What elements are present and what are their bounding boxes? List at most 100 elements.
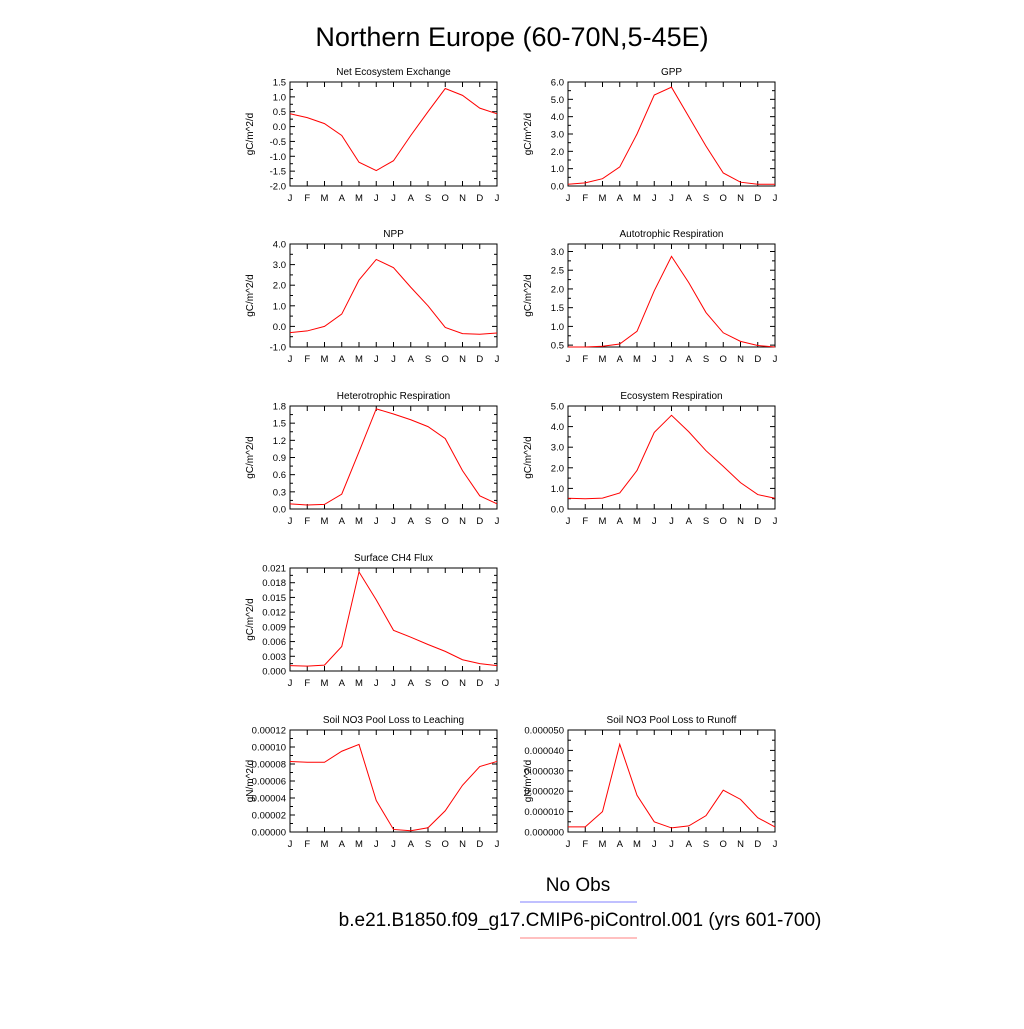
y-tick-label: 0.00000 (252, 828, 286, 839)
panel-title: NPP (383, 229, 404, 240)
x-tick-label: M (321, 678, 329, 689)
y-tick-label: 1.0 (551, 322, 564, 333)
plot-frame (289, 243, 498, 348)
y-tick-label: 1.5 (551, 303, 564, 314)
y-tick-label: 0.012 (262, 608, 286, 619)
x-tick-label: A (408, 839, 415, 850)
x-tick-label: A (686, 193, 693, 204)
panel-title: Autotrophic Respiration (620, 229, 724, 240)
x-tick-label: M (633, 193, 641, 204)
x-tick-label: J (652, 839, 657, 850)
x-tick-label: S (703, 354, 709, 365)
x-tick-label: J (374, 516, 379, 527)
x-tick-label: J (374, 678, 379, 689)
panel-title: Net Ecosystem Exchange (336, 67, 451, 78)
y-tick-label: 0.00010 (252, 743, 286, 754)
x-tick-label: N (459, 354, 466, 365)
x-tick-label: A (339, 839, 346, 850)
panel-autotrophic-respiration: Autotrophic Respiration gC/m^2/d 0.5 1.0 1.5… (523, 229, 778, 365)
x-tick-label: J (288, 678, 293, 689)
x-tick-label: A (617, 193, 624, 204)
x-tick-label: S (425, 678, 431, 689)
x-tick-label: J (288, 516, 293, 527)
x-tick-label: F (304, 678, 310, 689)
panel-title: Surface CH4 Flux (354, 553, 433, 564)
panel-title: Heterotrophic Respiration (337, 391, 450, 402)
x-tick-label: M (321, 193, 329, 204)
y-tick-label: 3.0 (551, 130, 564, 141)
y-tick-label: 1.0 (551, 164, 564, 175)
x-tick-label: O (442, 678, 449, 689)
x-tick-label: J (495, 193, 500, 204)
x-tick-label: F (304, 193, 310, 204)
y-axis-label: gC/m^2/d (523, 436, 534, 479)
y-tick-label: -1.0 (270, 152, 286, 163)
x-tick-label: M (599, 839, 607, 850)
x-tick-label: J (391, 839, 396, 850)
x-tick-label: S (425, 193, 431, 204)
panel-soil-no3-pool-loss-to-runoff: Soil NO3 Pool Loss to RunoffgN/m^2/d0.00… (523, 715, 778, 850)
panels-group: Net Ecosystem Exchange gC/m^2/d -2.0 -1.5 -1… (245, 67, 778, 850)
y-tick-label: 5.0 (551, 95, 564, 106)
y-tick-label: 0.006 (262, 637, 286, 648)
x-tick-label: N (737, 354, 744, 365)
x-tick-label: O (720, 839, 727, 850)
x-tick-label: D (754, 839, 761, 850)
x-tick-label: J (566, 516, 571, 527)
x-tick-label: J (391, 354, 396, 365)
y-tick-label: 0.015 (262, 593, 286, 604)
plot-frame (289, 405, 498, 510)
y-tick-label: 5.0 (551, 402, 564, 413)
series-line (568, 255, 776, 348)
x-tick-label: M (599, 354, 607, 365)
x-tick-label: A (686, 516, 693, 527)
series-line (289, 408, 498, 506)
x-tick-label: N (459, 678, 466, 689)
y-axis-label: gN/m^2/d (245, 760, 256, 803)
x-tick-label: J (566, 839, 571, 850)
x-tick-label: A (339, 516, 346, 527)
y-tick-label: 2.0 (551, 463, 564, 474)
y-tick-label: 0.0 (273, 322, 286, 333)
x-tick-label: M (599, 516, 607, 527)
figure-title: Northern Europe (60-70N,5-45E) (315, 22, 708, 52)
y-tick-label: 4.0 (551, 422, 564, 433)
x-tick-label: F (582, 839, 588, 850)
x-tick-label: J (288, 193, 293, 204)
y-tick-label: -2.0 (270, 182, 286, 193)
y-tick-label: 2.0 (551, 284, 564, 295)
x-tick-label: J (652, 516, 657, 527)
y-axis-label: gC/m^2/d (245, 274, 256, 317)
x-tick-label: M (599, 193, 607, 204)
x-tick-label: N (737, 839, 744, 850)
x-tick-label: D (476, 516, 483, 527)
panel-title: GPP (661, 67, 682, 78)
x-tick-label: J (669, 193, 674, 204)
x-tick-label: F (304, 516, 310, 527)
y-axis-label: gC/m^2/d (245, 598, 256, 641)
legend: No Obs b.e21.B1850.f09_g17.CMIP6-piContr… (339, 875, 821, 939)
x-tick-label: N (459, 839, 466, 850)
x-tick-label: S (703, 516, 709, 527)
x-tick-label: F (582, 516, 588, 527)
x-tick-label: O (442, 516, 449, 527)
y-tick-label: 0.0 (551, 182, 564, 193)
x-tick-label: D (754, 193, 761, 204)
y-tick-label: 0.00008 (252, 760, 286, 771)
y-tick-label: -1.5 (270, 167, 286, 178)
x-tick-label: O (442, 354, 449, 365)
y-tick-label: 1.5 (273, 419, 286, 430)
x-tick-label: A (339, 193, 346, 204)
y-tick-label: 0.3 (273, 487, 286, 498)
y-tick-label: 0.009 (262, 622, 286, 633)
panel-soil-no3-pool-loss-to-leaching: Soil NO3 Pool Loss to LeachinggN/m^2/d0.… (245, 715, 500, 850)
y-tick-label: 2.0 (273, 281, 286, 292)
y-tick-label: 0.00012 (252, 726, 286, 737)
x-tick-label: M (321, 354, 329, 365)
y-tick-label: 1.0 (551, 484, 564, 495)
y-axis-label: gC/m^2/d (245, 436, 256, 479)
y-axis-label: gC/m^2/d (523, 274, 534, 317)
plot-frame (289, 567, 498, 672)
x-tick-label: N (459, 193, 466, 204)
